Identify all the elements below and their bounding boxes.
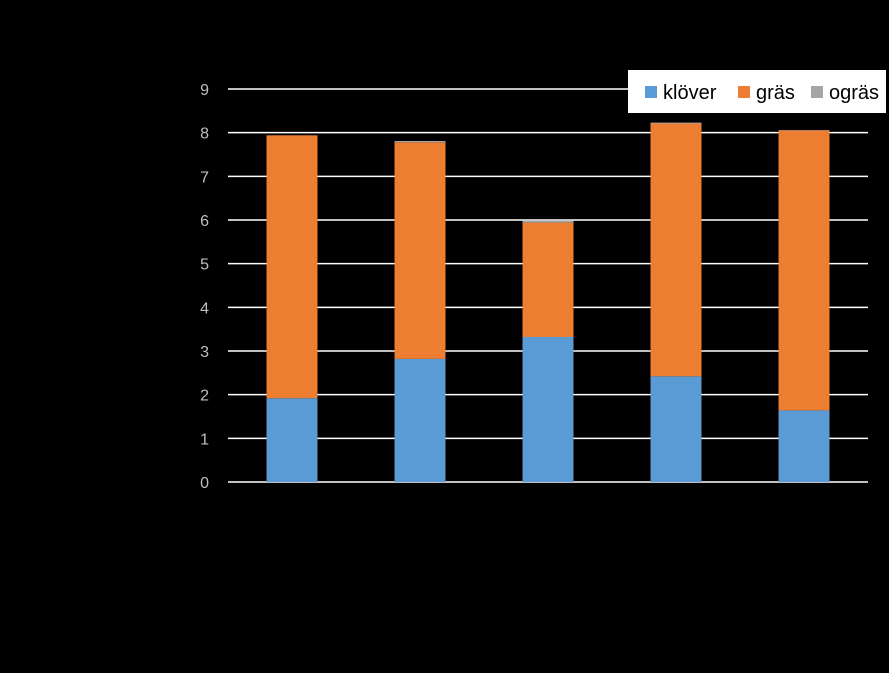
bar-2-series-2 bbox=[394, 142, 446, 359]
bar-5-series-2 bbox=[778, 130, 830, 411]
y-tick-label-3: 3 bbox=[200, 344, 209, 361]
legend-swatch-ogras bbox=[811, 86, 823, 98]
legend-label-klover: klöver bbox=[663, 82, 717, 104]
bar-3-series-2 bbox=[522, 222, 574, 337]
bar-2-series-3 bbox=[394, 141, 446, 143]
bar-4-series-1 bbox=[650, 376, 702, 482]
bar-2-series-1 bbox=[394, 358, 446, 482]
bar-3-series-3 bbox=[522, 220, 574, 223]
y-axis-tick-labels: 0 1 2 3 4 5 6 7 8 9 bbox=[200, 82, 209, 492]
y-tick-label-7: 7 bbox=[200, 169, 209, 186]
y-tick-label-0: 0 bbox=[200, 475, 209, 492]
y-tick-label-9: 9 bbox=[200, 82, 209, 99]
y-tick-label-8: 8 bbox=[200, 126, 209, 143]
y-tick-label-1: 1 bbox=[200, 431, 209, 448]
y-tick-label-5: 5 bbox=[200, 257, 209, 274]
legend-box bbox=[628, 70, 886, 113]
bar-5-series-1 bbox=[778, 410, 830, 482]
y-tick-label-6: 6 bbox=[200, 213, 209, 230]
legend-swatch-gras bbox=[738, 86, 750, 98]
legend-label-ogras: ogräs bbox=[829, 82, 879, 104]
bar-4-series-3 bbox=[650, 122, 702, 124]
y-tick-label-4: 4 bbox=[200, 300, 209, 317]
legend-swatch-klover bbox=[645, 86, 657, 98]
legend: klöver gräs ogräs bbox=[628, 70, 886, 113]
bars bbox=[266, 122, 830, 482]
bar-1-series-1 bbox=[266, 398, 318, 482]
legend-label-gras: gräs bbox=[756, 82, 795, 104]
bar-1-series-2 bbox=[266, 135, 318, 399]
bar-3-series-1 bbox=[522, 337, 574, 482]
y-tick-label-2: 2 bbox=[200, 388, 209, 405]
bar-4-series-2 bbox=[650, 123, 702, 377]
